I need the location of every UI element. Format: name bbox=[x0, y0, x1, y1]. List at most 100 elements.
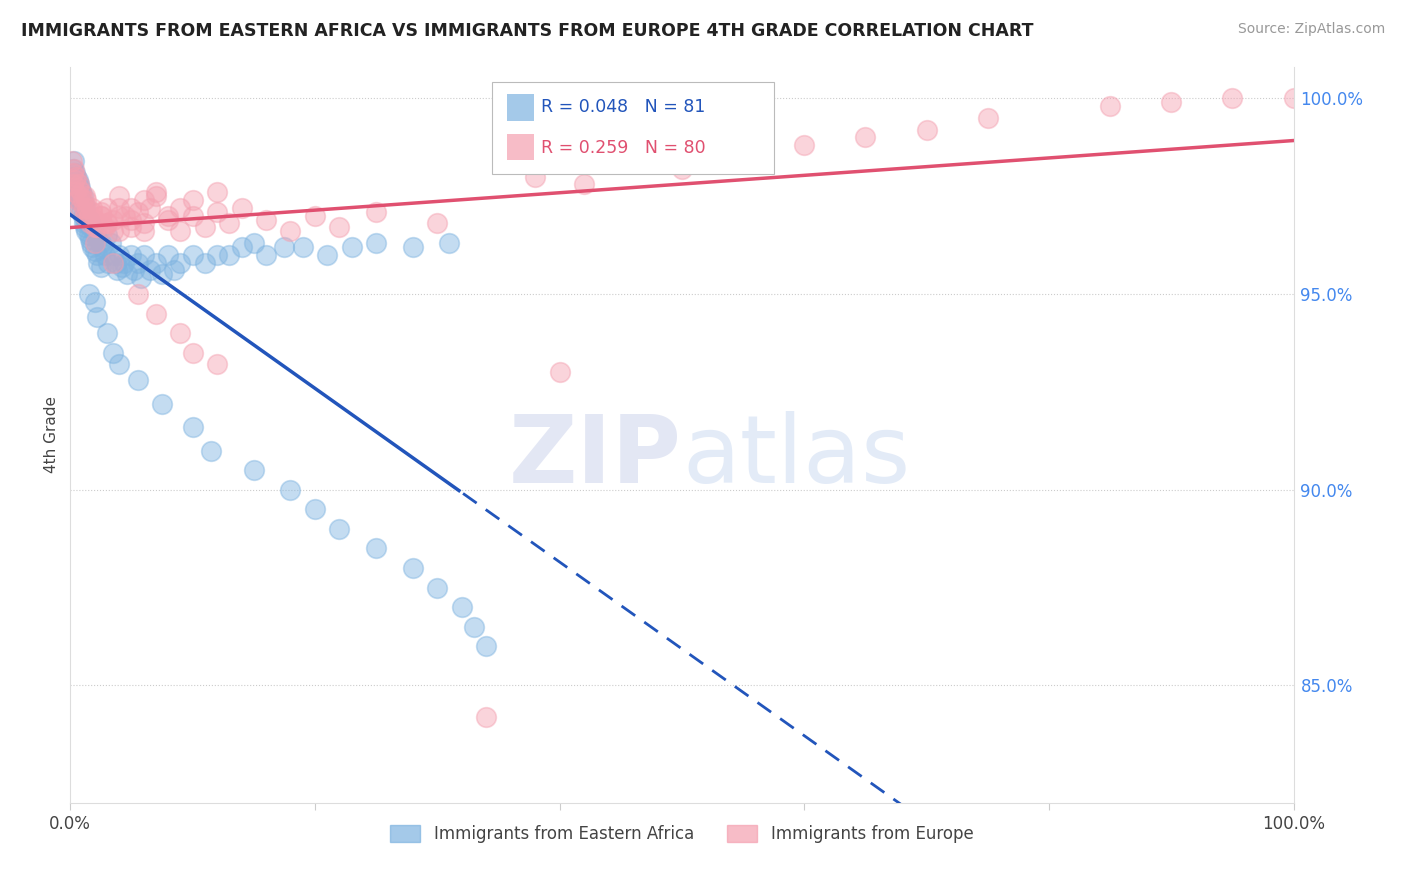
Immigrants from Eastern Africa bbox=[96, 228, 118, 243]
Immigrants from Eastern Africa bbox=[340, 240, 363, 254]
Immigrants from Europe bbox=[157, 212, 180, 227]
Immigrants from Eastern Africa bbox=[62, 173, 84, 187]
Immigrants from Europe bbox=[475, 709, 498, 723]
Immigrants from Eastern Africa bbox=[328, 522, 350, 536]
Immigrants from Eastern Africa bbox=[194, 255, 217, 269]
Immigrants from Europe bbox=[205, 358, 228, 372]
Immigrants from Eastern Africa bbox=[86, 310, 108, 325]
Immigrants from Eastern Africa bbox=[63, 178, 86, 192]
Immigrants from Eastern Africa bbox=[402, 240, 425, 254]
Immigrants from Eastern Africa bbox=[243, 463, 266, 477]
Immigrants from Europe bbox=[145, 306, 167, 320]
Text: ZIP: ZIP bbox=[509, 411, 682, 503]
Immigrants from Europe bbox=[793, 138, 815, 153]
Immigrants from Europe bbox=[60, 153, 83, 168]
Immigrants from Eastern Africa bbox=[169, 255, 191, 269]
Immigrants from Europe bbox=[101, 212, 124, 227]
Immigrants from Eastern Africa bbox=[75, 224, 97, 238]
Immigrants from Europe bbox=[231, 201, 253, 215]
Text: Source: ZipAtlas.com: Source: ZipAtlas.com bbox=[1237, 22, 1385, 37]
Immigrants from Europe bbox=[73, 201, 96, 215]
Immigrants from Europe bbox=[108, 201, 131, 215]
Immigrants from Europe bbox=[82, 201, 104, 215]
Immigrants from Europe bbox=[145, 189, 167, 203]
Immigrants from Eastern Africa bbox=[439, 235, 461, 250]
Immigrants from Europe bbox=[205, 185, 228, 199]
Immigrants from Eastern Africa bbox=[79, 232, 101, 246]
Immigrants from Europe bbox=[83, 220, 105, 235]
Immigrants from Europe bbox=[86, 220, 108, 235]
Immigrants from Eastern Africa bbox=[280, 483, 302, 497]
Immigrants from Eastern Africa bbox=[243, 235, 266, 250]
Immigrants from Europe bbox=[1220, 91, 1243, 105]
Immigrants from Eastern Africa bbox=[63, 181, 86, 195]
Immigrants from Europe bbox=[73, 189, 96, 203]
Text: R = 0.048   N = 81: R = 0.048 N = 81 bbox=[541, 98, 706, 116]
Bar bbox=[508, 95, 534, 120]
Immigrants from Eastern Africa bbox=[72, 209, 94, 223]
Immigrants from Eastern Africa bbox=[72, 189, 94, 203]
Immigrants from Eastern Africa bbox=[121, 248, 143, 262]
Immigrants from Europe bbox=[77, 209, 100, 223]
Immigrants from Eastern Africa bbox=[83, 244, 105, 258]
Immigrants from Eastern Africa bbox=[73, 201, 96, 215]
Immigrants from Europe bbox=[67, 189, 90, 203]
Immigrants from Europe bbox=[83, 212, 105, 227]
Immigrants from Eastern Africa bbox=[145, 255, 167, 269]
Immigrants from Eastern Africa bbox=[67, 189, 90, 203]
Immigrants from Eastern Africa bbox=[80, 220, 103, 235]
Immigrants from Europe bbox=[157, 209, 180, 223]
Immigrants from Eastern Africa bbox=[83, 294, 105, 309]
Immigrants from Europe bbox=[169, 224, 191, 238]
FancyBboxPatch shape bbox=[492, 81, 773, 174]
Immigrants from Europe bbox=[254, 212, 277, 227]
Bar bbox=[508, 134, 534, 161]
Immigrants from Eastern Africa bbox=[150, 268, 173, 282]
Immigrants from Europe bbox=[121, 220, 143, 235]
Immigrants from Eastern Africa bbox=[157, 248, 180, 262]
Immigrants from Eastern Africa bbox=[115, 268, 138, 282]
Immigrants from Eastern Africa bbox=[205, 248, 228, 262]
Immigrants from Eastern Africa bbox=[132, 248, 155, 262]
Immigrants from Eastern Africa bbox=[80, 235, 103, 250]
Immigrants from Europe bbox=[855, 130, 877, 145]
Immigrants from Eastern Africa bbox=[273, 240, 295, 254]
Immigrants from Eastern Africa bbox=[181, 248, 204, 262]
Immigrants from Eastern Africa bbox=[63, 165, 86, 179]
Immigrants from Eastern Africa bbox=[463, 620, 485, 634]
Immigrants from Europe bbox=[915, 122, 938, 136]
Immigrants from Eastern Africa bbox=[254, 248, 277, 262]
Immigrants from Eastern Africa bbox=[69, 193, 91, 207]
Immigrants from Europe bbox=[93, 220, 115, 235]
Immigrants from Eastern Africa bbox=[66, 173, 89, 187]
Immigrants from Eastern Africa bbox=[150, 396, 173, 410]
Immigrants from Europe bbox=[145, 185, 167, 199]
Immigrants from Europe bbox=[76, 201, 98, 215]
Immigrants from Eastern Africa bbox=[129, 271, 152, 285]
Immigrants from Europe bbox=[548, 365, 571, 379]
Immigrants from Europe bbox=[75, 193, 97, 207]
Legend: Immigrants from Eastern Africa, Immigrants from Europe: Immigrants from Eastern Africa, Immigran… bbox=[384, 818, 980, 850]
Immigrants from Europe bbox=[328, 220, 350, 235]
Immigrants from Eastern Africa bbox=[101, 248, 124, 262]
Immigrants from Europe bbox=[572, 178, 595, 192]
Immigrants from Europe bbox=[96, 217, 118, 231]
Immigrants from Eastern Africa bbox=[90, 260, 112, 274]
Immigrants from Eastern Africa bbox=[101, 345, 124, 359]
Immigrants from Europe bbox=[90, 209, 112, 223]
Immigrants from Europe bbox=[101, 224, 124, 238]
Immigrants from Europe bbox=[205, 204, 228, 219]
Immigrants from Eastern Africa bbox=[127, 255, 149, 269]
Immigrants from Europe bbox=[524, 169, 547, 184]
Immigrants from Eastern Africa bbox=[127, 373, 149, 387]
Immigrants from Eastern Africa bbox=[97, 255, 120, 269]
Immigrants from Europe bbox=[127, 204, 149, 219]
Immigrants from Eastern Africa bbox=[450, 600, 472, 615]
Immigrants from Europe bbox=[121, 201, 143, 215]
Immigrants from Europe bbox=[181, 345, 204, 359]
Immigrants from Eastern Africa bbox=[402, 561, 425, 575]
Immigrants from Europe bbox=[132, 193, 155, 207]
Immigrants from Europe bbox=[96, 201, 118, 215]
Immigrants from Eastern Africa bbox=[87, 255, 110, 269]
Immigrants from Europe bbox=[101, 255, 124, 269]
